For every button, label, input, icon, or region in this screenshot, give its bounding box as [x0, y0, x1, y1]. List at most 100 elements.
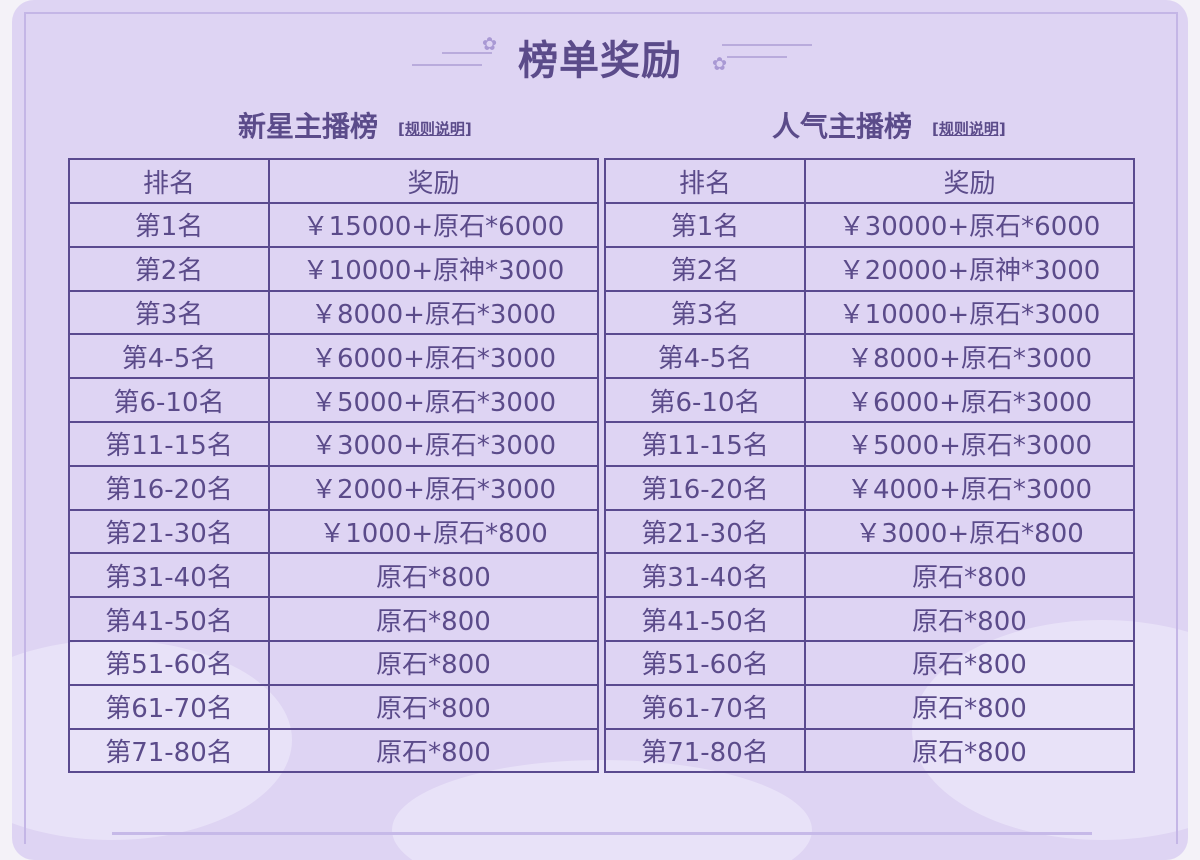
reward-cell: ￥6000+原石*3000: [804, 377, 1135, 423]
table-row: 第3名 ￥10000+原石*3000: [604, 289, 1135, 336]
rank-cell: 第51-60名: [68, 639, 270, 686]
reward-cell: ￥5000+原石*3000: [268, 377, 599, 423]
table-row: 第51-60名 原石*800: [604, 639, 1135, 686]
rank-cell: 第71-80名: [604, 727, 806, 774]
table-row: 第1名 ￥15000+原石*6000: [68, 202, 599, 248]
table-row: 第4-5名 ￥6000+原石*3000: [68, 333, 599, 380]
table-row: 第3名 ￥8000+原石*3000: [68, 289, 599, 336]
reward-cell: 原石*800: [268, 683, 599, 730]
rank-cell: 第41-50名: [604, 596, 806, 642]
table-row: 第6-10名 ￥5000+原石*3000: [68, 377, 599, 423]
table-row: 第16-20名 ￥2000+原石*3000: [68, 464, 599, 511]
reward-cell: 原石*800: [268, 639, 599, 686]
column-header: 奖励: [268, 158, 599, 204]
rank-cell: 第2名: [604, 245, 806, 292]
table-row: 第41-50名 原石*800: [604, 596, 1135, 642]
rank-cell: 第1名: [604, 202, 806, 248]
title-line-left: [412, 64, 482, 66]
rank-cell: 第2名: [68, 245, 270, 292]
rank-cell: 第4-5名: [68, 333, 270, 380]
rank-cell: 第51-60名: [604, 639, 806, 686]
reward-cell: ￥5000+原石*3000: [804, 420, 1135, 467]
table-row: 第31-40名 原石*800: [604, 552, 1135, 599]
rank-cell: 第21-30名: [604, 508, 806, 555]
popular-reward-table: 排名 奖励 第1名 ￥30000+原石*6000 第2名 ￥20000+原神*3000 第3…: [604, 158, 1135, 774]
rank-cell: 第3名: [604, 289, 806, 336]
reward-cell: ￥30000+原石*6000: [804, 202, 1135, 248]
flower-icon: ✿: [712, 54, 728, 75]
rank-cell: 第11-15名: [604, 420, 806, 467]
rank-cell: 第31-40名: [68, 552, 270, 599]
reward-cell: 原石*800: [804, 727, 1135, 774]
reward-cell: ￥6000+原石*3000: [268, 333, 599, 380]
column-header: 奖励: [804, 158, 1135, 204]
rank-cell: 第11-15名: [68, 420, 270, 467]
page-title: 榜单奖励: [518, 37, 682, 84]
rank-cell: 第16-20名: [68, 464, 270, 511]
ranking-heading-popular: 人气主播榜 [规则说明]: [772, 105, 1006, 145]
rank-cell: 第6-10名: [604, 377, 806, 423]
rank-cell: 第6-10名: [68, 377, 270, 423]
table-row: 第11-15名 ￥3000+原石*3000: [68, 420, 599, 467]
table-row: 第2名 ￥20000+原神*3000: [604, 245, 1135, 292]
rules-link[interactable]: [规则说明]: [398, 119, 472, 138]
rank-cell: 第16-20名: [604, 464, 806, 511]
table-row: 第41-50名 原石*800: [68, 596, 599, 642]
rank-cell: 第21-30名: [68, 508, 270, 555]
reward-cell: ￥3000+原石*3000: [268, 420, 599, 467]
reward-cell: ￥15000+原石*6000: [268, 202, 599, 248]
table-row: 第16-20名 ￥4000+原石*3000: [604, 464, 1135, 511]
table-header: 排名 奖励: [68, 158, 599, 204]
column-header: 排名: [68, 158, 270, 204]
rank-cell: 第3名: [68, 289, 270, 336]
reward-cell: ￥8000+原石*3000: [804, 333, 1135, 380]
title-line-right: [722, 44, 812, 46]
table-header: 排名 奖励: [604, 158, 1135, 204]
table-row: 第6-10名 ￥6000+原石*3000: [604, 377, 1135, 423]
reward-cell: 原石*800: [268, 727, 599, 774]
table-row: 第61-70名 原石*800: [68, 683, 599, 730]
table-row: 第21-30名 ￥1000+原石*800: [68, 508, 599, 555]
table-row: 第71-80名 原石*800: [604, 727, 1135, 774]
reward-cell: 原石*800: [804, 552, 1135, 599]
reward-cell: ￥2000+原石*3000: [268, 464, 599, 511]
ranking-heading-new-star: 新星主播榜 [规则说明]: [238, 105, 472, 145]
column-header: 排名: [604, 158, 806, 204]
title-line-left: [442, 52, 492, 54]
rank-cell: 第31-40名: [604, 552, 806, 599]
reward-cell: 原石*800: [268, 596, 599, 642]
reward-cell: ￥4000+原石*3000: [804, 464, 1135, 511]
reward-cell: ￥8000+原石*3000: [268, 289, 599, 336]
table-row: 第61-70名 原石*800: [604, 683, 1135, 730]
reward-cell: ￥10000+原石*3000: [804, 289, 1135, 336]
divider: [112, 832, 1092, 835]
table-row: 第21-30名 ￥3000+原石*800: [604, 508, 1135, 555]
table-row: 第31-40名 原石*800: [68, 552, 599, 599]
ornamental-frame: [24, 12, 1178, 844]
table-row: 第51-60名 原石*800: [68, 639, 599, 686]
flower-icon: ✿: [482, 34, 498, 55]
table-row: 第2名 ￥10000+原神*3000: [68, 245, 599, 292]
rank-cell: 第41-50名: [68, 596, 270, 642]
table-row: 第71-80名 原石*800: [68, 727, 599, 774]
table-row: 第4-5名 ￥8000+原石*3000: [604, 333, 1135, 380]
rank-cell: 第71-80名: [68, 727, 270, 774]
rules-link[interactable]: [规则说明]: [932, 119, 1006, 138]
new-star-reward-table: 排名 奖励 第1名 ￥15000+原石*6000 第2名 ￥10000+原神*3000 第3…: [68, 158, 599, 774]
rank-cell: 第61-70名: [604, 683, 806, 730]
reward-cell: 原石*800: [804, 683, 1135, 730]
reward-cell: ￥1000+原石*800: [268, 508, 599, 555]
table-row: 第1名 ￥30000+原石*6000: [604, 202, 1135, 248]
reward-cell: ￥10000+原神*3000: [268, 245, 599, 292]
reward-cell: 原石*800: [804, 596, 1135, 642]
reward-cell: ￥3000+原石*800: [804, 508, 1135, 555]
reward-cell: ￥20000+原神*3000: [804, 245, 1135, 292]
table-row: 第11-15名 ￥5000+原石*3000: [604, 420, 1135, 467]
title-line-right: [727, 56, 787, 58]
rank-cell: 第1名: [68, 202, 270, 248]
rank-cell: 第4-5名: [604, 333, 806, 380]
rank-cell: 第61-70名: [68, 683, 270, 730]
reward-cell: 原石*800: [268, 552, 599, 599]
reward-cell: 原石*800: [804, 639, 1135, 686]
ranking-title: 新星主播榜: [238, 110, 379, 143]
